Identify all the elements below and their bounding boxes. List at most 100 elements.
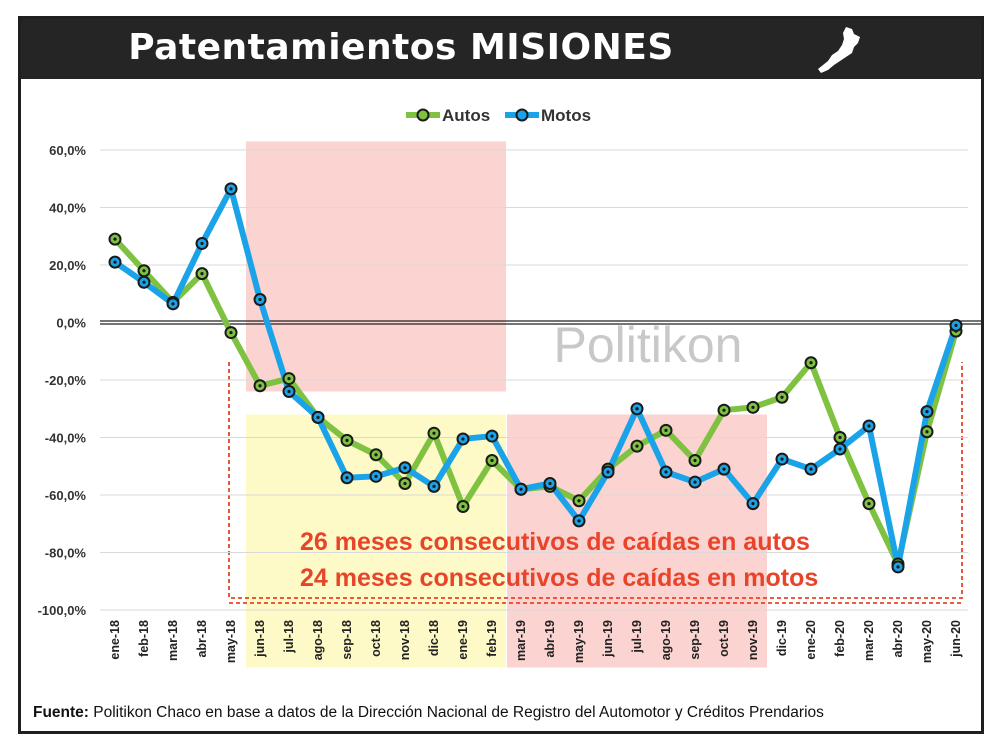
x-tick-label: jul-19 xyxy=(630,620,644,654)
data-point-dot xyxy=(838,435,842,440)
data-point-dot xyxy=(113,237,117,241)
data-point-dot xyxy=(519,487,523,491)
annotation-text-2: 24 meses consecutivos de caídas en motos xyxy=(300,564,818,592)
source-text: Politikon Chaco en base a datos de la Di… xyxy=(93,704,824,721)
y-tick-label: -100,0% xyxy=(38,603,87,618)
data-point-dot xyxy=(577,499,581,503)
x-tick-label: oct-18 xyxy=(369,620,383,657)
legend-label-motos: Motos xyxy=(541,106,591,125)
x-tick-label: jul-18 xyxy=(282,620,296,654)
data-point-dot xyxy=(925,430,929,434)
data-point-dot xyxy=(200,272,204,276)
data-point-dot xyxy=(461,437,465,441)
x-tick-label: ene-19 xyxy=(456,620,470,660)
x-tick-label: jun-19 xyxy=(601,620,615,658)
x-tick-label: jun-20 xyxy=(949,620,963,658)
x-tick-label: mar-18 xyxy=(166,620,180,661)
x-tick-label: abr-19 xyxy=(543,620,557,658)
legend-label-autos: Autos xyxy=(442,106,490,125)
annotation-box xyxy=(228,362,963,599)
x-tick-label: nov-18 xyxy=(398,620,412,660)
data-point-dot xyxy=(461,504,465,509)
x-tick-label: mar-19 xyxy=(514,620,528,661)
watermark: Politikon xyxy=(554,317,743,373)
data-point-dot xyxy=(722,467,726,471)
data-point-dot xyxy=(693,480,697,484)
x-tick-label: abr-20 xyxy=(891,620,905,658)
data-point-dot xyxy=(229,330,233,335)
data-point-dot xyxy=(490,434,494,438)
data-point-dot xyxy=(403,481,407,486)
data-point-dot xyxy=(867,424,871,428)
y-tick-label: 0,0% xyxy=(56,316,86,331)
data-point-dot xyxy=(809,361,813,365)
data-point-dot xyxy=(258,384,262,388)
data-point-dot xyxy=(635,444,639,448)
data-point-dot xyxy=(548,481,552,486)
data-point-dot xyxy=(896,565,900,569)
legend-marker-autos xyxy=(416,108,430,122)
x-tick-label: abr-18 xyxy=(195,620,209,658)
x-tick-label: may-19 xyxy=(572,620,586,663)
data-point-dot xyxy=(374,474,378,478)
highlight-band-3 xyxy=(507,414,767,668)
data-point-dot xyxy=(258,297,262,302)
data-point-dot xyxy=(432,431,436,435)
x-tick-label: mar-20 xyxy=(862,620,876,661)
data-point-dot xyxy=(664,428,668,432)
y-tick-label: -60,0% xyxy=(45,488,87,503)
x-tick-label: ene-20 xyxy=(804,620,818,660)
x-tick-label: ago-19 xyxy=(659,620,673,660)
data-point-dot xyxy=(809,467,813,471)
data-point-dot xyxy=(693,458,697,463)
data-point-dot xyxy=(751,502,755,506)
x-tick-label: dic-18 xyxy=(427,620,441,656)
data-point-dot xyxy=(838,447,842,451)
data-point-dot xyxy=(780,457,784,461)
data-point-dot xyxy=(345,476,349,480)
y-tick-label: -40,0% xyxy=(45,431,87,446)
data-point-dot xyxy=(664,470,668,474)
legend-marker-motos xyxy=(515,108,529,122)
data-point-dot xyxy=(925,410,929,414)
data-point-dot xyxy=(577,519,581,523)
misiones-map-icon xyxy=(818,27,860,73)
data-point-dot xyxy=(722,408,726,412)
data-point-dot xyxy=(171,302,175,306)
data-point-dot xyxy=(142,269,146,273)
data-point-dot xyxy=(229,187,233,191)
title-bar: Patentamientos MISIONES xyxy=(21,19,981,79)
y-tick-label: 40,0% xyxy=(49,201,86,216)
data-point-dot xyxy=(316,415,320,419)
data-point-dot xyxy=(142,280,146,284)
data-point-dot xyxy=(374,453,378,457)
x-tick-label: nov-19 xyxy=(746,620,760,660)
data-point-dot xyxy=(635,407,639,411)
chart-title: Patentamientos MISIONES xyxy=(128,27,674,68)
source-label: Fuente: xyxy=(33,704,89,721)
data-point-dot xyxy=(954,323,958,327)
x-tick-label: feb-20 xyxy=(833,620,847,657)
data-point-dot xyxy=(403,466,407,470)
data-point-dot xyxy=(113,260,117,264)
annotation-text-1: 26 meses consecutivos de caídas en autos xyxy=(300,528,810,556)
x-tick-label: may-18 xyxy=(224,620,238,663)
data-point-dot xyxy=(867,502,871,506)
y-tick-label: 20,0% xyxy=(49,258,86,273)
x-tick-label: ene-18 xyxy=(108,620,122,660)
x-tick-label: may-20 xyxy=(920,620,934,663)
x-tick-label: feb-18 xyxy=(137,620,151,657)
data-point-dot xyxy=(751,405,755,409)
data-point-dot xyxy=(780,395,784,399)
data-point-dot xyxy=(606,470,610,474)
data-point-dot xyxy=(200,241,204,246)
data-point-dot xyxy=(490,458,494,463)
y-tick-label: -20,0% xyxy=(45,373,87,388)
data-point-dot xyxy=(432,484,436,488)
x-tick-label: dic-19 xyxy=(775,620,789,656)
x-tick-label: sep-18 xyxy=(340,620,354,660)
data-point-dot xyxy=(287,376,291,381)
y-tick-label: 60,0% xyxy=(49,143,86,158)
x-tick-label: sep-19 xyxy=(688,620,702,660)
y-tick-label: -80,0% xyxy=(45,546,87,561)
